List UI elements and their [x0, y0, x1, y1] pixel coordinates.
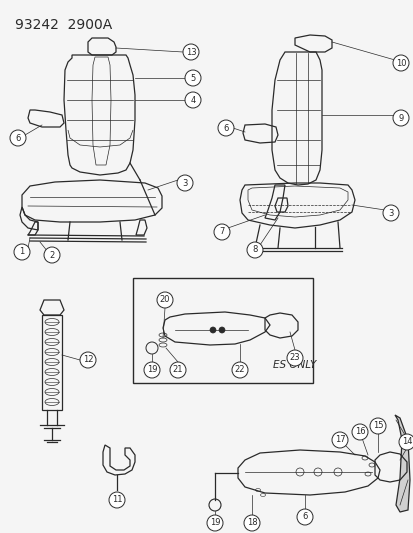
Polygon shape	[394, 415, 409, 512]
Circle shape	[209, 327, 216, 333]
Text: 10: 10	[395, 59, 405, 68]
Text: 8: 8	[252, 246, 257, 254]
Circle shape	[218, 120, 233, 136]
Text: 13: 13	[185, 47, 196, 56]
Circle shape	[331, 432, 347, 448]
Circle shape	[177, 175, 192, 191]
Circle shape	[109, 492, 125, 508]
Text: 23: 23	[289, 353, 299, 362]
Circle shape	[206, 515, 223, 531]
Circle shape	[247, 242, 262, 258]
Circle shape	[243, 515, 259, 531]
Circle shape	[392, 110, 408, 126]
Text: 19: 19	[209, 519, 220, 528]
Circle shape	[144, 362, 159, 378]
Circle shape	[369, 418, 385, 434]
Text: 20: 20	[159, 295, 170, 304]
Circle shape	[185, 92, 201, 108]
Circle shape	[382, 205, 398, 221]
Circle shape	[44, 247, 60, 263]
Circle shape	[351, 424, 367, 440]
Text: 4: 4	[190, 95, 195, 104]
Circle shape	[80, 352, 96, 368]
Text: 18: 18	[246, 519, 257, 528]
Text: 15: 15	[372, 422, 382, 431]
Text: 17: 17	[334, 435, 344, 445]
Circle shape	[214, 224, 230, 240]
Circle shape	[218, 327, 224, 333]
Text: 16: 16	[354, 427, 364, 437]
Text: ES ONLY: ES ONLY	[273, 360, 316, 370]
Text: 6: 6	[15, 133, 21, 142]
Circle shape	[296, 509, 312, 525]
Circle shape	[157, 292, 173, 308]
Text: 12: 12	[83, 356, 93, 365]
Circle shape	[185, 70, 201, 86]
Circle shape	[286, 350, 302, 366]
Text: 14: 14	[401, 438, 411, 447]
Text: 11: 11	[112, 496, 122, 505]
Text: 9: 9	[397, 114, 403, 123]
Text: 2: 2	[49, 251, 55, 260]
Text: 6: 6	[301, 513, 307, 521]
Text: 1: 1	[19, 247, 24, 256]
Text: 5: 5	[190, 74, 195, 83]
Text: 93242  2900A: 93242 2900A	[15, 18, 112, 32]
Text: 7: 7	[219, 228, 224, 237]
Text: 22: 22	[234, 366, 244, 375]
Text: 6: 6	[223, 124, 228, 133]
Circle shape	[398, 434, 413, 450]
Circle shape	[392, 55, 408, 71]
Circle shape	[10, 130, 26, 146]
Text: 3: 3	[182, 179, 187, 188]
Text: 19: 19	[146, 366, 157, 375]
Text: 3: 3	[387, 208, 393, 217]
Circle shape	[14, 244, 30, 260]
Text: 21: 21	[172, 366, 183, 375]
Circle shape	[231, 362, 247, 378]
Circle shape	[183, 44, 199, 60]
Circle shape	[170, 362, 185, 378]
